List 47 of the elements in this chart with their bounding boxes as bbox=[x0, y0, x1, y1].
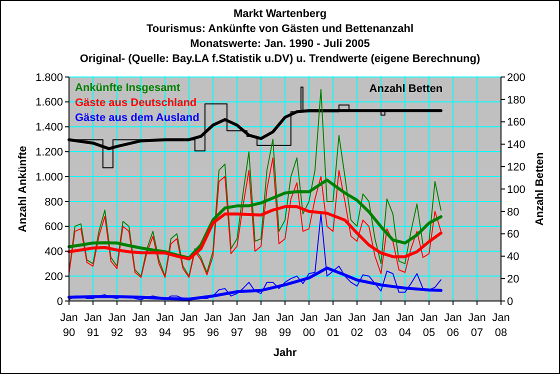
x-tick-label: Jan 97 bbox=[228, 312, 246, 339]
chart-subtitle: Tourismus: Ankünfte von Gästen und Bettenanzahl bbox=[146, 23, 414, 35]
y-tick-label: 600 bbox=[44, 221, 63, 234]
chart-title: Markt Wartenberg bbox=[233, 8, 327, 20]
y-tick-label: 1.600 bbox=[35, 96, 63, 109]
x-tick-label: Jan 90 bbox=[60, 312, 78, 339]
x-tick-label: Jan 96 bbox=[204, 312, 222, 339]
y2-tick-label: 0 bbox=[507, 296, 514, 308]
x-axis-title: Jahr bbox=[273, 347, 298, 359]
x-tick-label: Jan 91 bbox=[84, 312, 102, 339]
y2-tick-label: 180 bbox=[507, 94, 526, 106]
x-tick-label: Jan 92 bbox=[108, 312, 126, 339]
x-tick-label: Jan 03 bbox=[372, 312, 390, 339]
y-tick-label: 1.800 bbox=[35, 72, 63, 84]
x-tick-label: Jan 94 bbox=[156, 312, 174, 339]
y2-tick-label: 140 bbox=[507, 139, 526, 152]
y-tick-label: 1.400 bbox=[35, 122, 63, 134]
y-tick-label: 1.000 bbox=[35, 171, 63, 184]
y2-tick-label: 200 bbox=[507, 72, 526, 84]
x-tick-label: Jan 98 bbox=[252, 312, 270, 339]
x-tick-label: Jan 02 bbox=[348, 312, 366, 339]
y2-tick-label: 120 bbox=[507, 161, 526, 174]
y2-tick-label: 60 bbox=[507, 228, 520, 241]
y-tick-label: 0 bbox=[56, 296, 63, 308]
y2-tick-label: 20 bbox=[507, 273, 520, 286]
y-tick-label: 800 bbox=[44, 196, 63, 208]
x-tick-label: Jan 08 bbox=[492, 312, 510, 339]
y2-tick-label: 100 bbox=[507, 184, 526, 196]
x-tick-label: Jan 06 bbox=[444, 312, 462, 339]
y-axis-title: Anzahl Ankünfte bbox=[17, 146, 29, 232]
y2-tick-label: 40 bbox=[507, 251, 520, 264]
x-tick-label: Jan 01 bbox=[324, 312, 342, 339]
x-tick-label: Jan 07 bbox=[468, 312, 486, 339]
y-tick-label: 1.200 bbox=[35, 146, 63, 159]
x-tick-label: Jan 99 bbox=[276, 312, 294, 339]
x-tick-label: Jan 00 bbox=[300, 312, 318, 339]
y2-tick-label: 160 bbox=[507, 116, 526, 129]
y-tick-label: 200 bbox=[44, 270, 63, 283]
text: Monatswerte: Jan. 1990 - Juli 2005 bbox=[190, 38, 370, 50]
x-tick-label: Jan 04 bbox=[396, 312, 414, 339]
y2-tick-label: 80 bbox=[507, 206, 520, 218]
x-tick-label: Jan 05 bbox=[420, 312, 438, 339]
text: Original- (Quelle: Bay.LA f.Statistik u.DV) u. Trendwerte (eigene Berechnung) bbox=[80, 53, 480, 65]
y-tick-label: 400 bbox=[44, 246, 63, 258]
x-tick-label: Jan 93 bbox=[132, 312, 150, 339]
x-tick-label: Jan 95 bbox=[180, 312, 198, 339]
y2-axis-title: Anzahl Betten bbox=[534, 152, 546, 226]
